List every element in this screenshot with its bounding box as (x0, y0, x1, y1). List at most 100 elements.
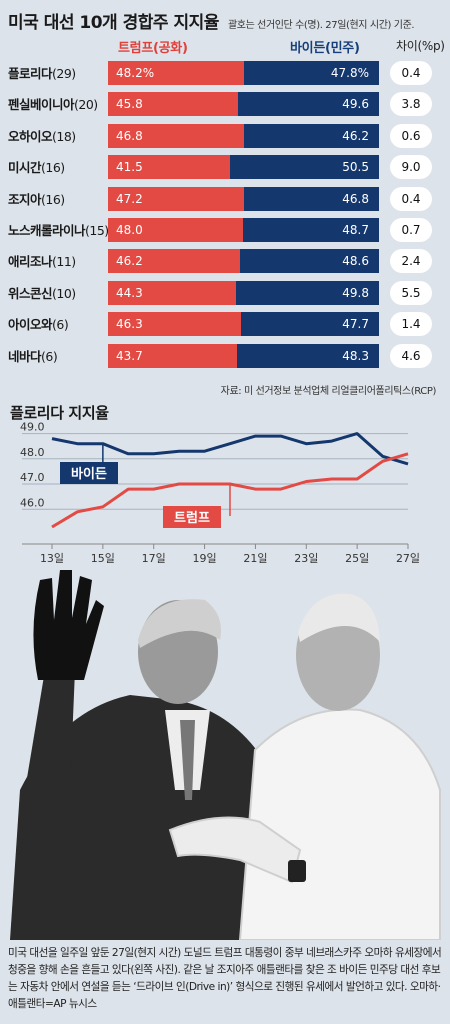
trump-value: 46.2 (116, 254, 143, 269)
electoral-votes: (18) (52, 128, 76, 144)
biden-value: 49.8 (342, 285, 369, 300)
biden-figure (168, 593, 441, 940)
x-tick-label: 25일 (345, 551, 369, 565)
trump-hair (138, 599, 221, 648)
electoral-votes: (15) (85, 222, 109, 238)
state-row: 오하이오(18) 46.8 46.2 0.6 (0, 121, 450, 152)
x-tick-label: 19일 (193, 551, 217, 565)
support-bar: 46.3 47.7 (108, 312, 379, 337)
trump-glove (33, 570, 104, 680)
y-tick-label: 47.0 (20, 471, 45, 484)
trump-bar (108, 155, 231, 180)
state-name: 애리조나(11) (8, 254, 76, 270)
source-note: 자료: 미 선거정보 분석업체 리얼클리어폴리틱스(RCP) (220, 386, 437, 397)
electoral-votes: (29) (52, 66, 76, 81)
biden-value: 47.7 (342, 317, 369, 332)
support-bar: 44.3 49.8 (108, 280, 379, 305)
trump-value: 48.2% (116, 66, 155, 80)
state-row: 미시간(16) 41.5 50.5 9.0 (0, 152, 450, 183)
difference-badge: 0.7 (390, 217, 432, 242)
electoral-votes: (10) (52, 285, 76, 301)
state-row: 위스콘신(10) 44.3 49.8 5.5 (0, 278, 450, 309)
trump-value: 46.3 (116, 317, 143, 332)
header: 미국 대선 10개 경합주 지지율 괄호는 선거인단 수(명). 27일(현지 … (8, 8, 448, 36)
biden-value: 48.3 (342, 348, 369, 363)
difference-badge: 1.4 (390, 312, 432, 337)
trump-bar (108, 343, 237, 368)
biden-column-header: 바이든(민주) (290, 41, 360, 56)
difference-badge: 4.6 (390, 343, 432, 368)
trump-value: 44.3 (116, 285, 143, 300)
trump-raised-arm (25, 670, 75, 790)
support-bar: 43.7 48.3 (108, 343, 379, 368)
biden-value: 48.6 (342, 254, 369, 269)
florida-line-chart: 49.0 48.0 47.0 46.0 13일 15일 17일 19일 21일 23일 25일 27일… (20, 421, 420, 565)
trump-bar (108, 92, 239, 117)
state-row: 조지아(16) 47.2 46.8 0.4 (0, 184, 450, 215)
biden-value: 50.5 (342, 160, 369, 175)
support-bar: 48.0 48.7 (108, 217, 379, 242)
difference-badge: 2.4 (390, 249, 432, 274)
x-tick-label: 17일 (142, 551, 166, 565)
page-title: 미국 대선 10개 경합주 지지율 (8, 13, 219, 33)
trump-value: 48.0 (116, 222, 143, 237)
state-row: 노스캐롤라이나(15) 48.0 48.7 0.7 (0, 215, 450, 246)
state-row: 펜실베이니아(20) 45.8 49.6 3.8 (0, 89, 450, 120)
trump-value: 43.7 (116, 348, 143, 363)
support-bar: 45.8 49.6 (108, 92, 379, 117)
difference-badge: 5.5 (390, 280, 432, 305)
legend-box (163, 506, 221, 528)
electoral-votes: (6) (52, 317, 69, 333)
state-name: 노스캐롤라이나(15) (8, 222, 109, 238)
candidates-photo (10, 570, 441, 940)
header-note: 괄호는 선거인단 수(명). 27일(현지 시간) 기준. (227, 20, 415, 31)
series-line (51, 432, 409, 466)
electoral-votes: (16) (41, 191, 65, 207)
biden-value: 47.8% (330, 66, 369, 80)
y-tick-label: 46.0 (20, 496, 45, 509)
electoral-votes: (20) (74, 97, 98, 113)
support-bar: 41.5 50.5 (108, 155, 379, 180)
legend-label: 트럼프 (174, 511, 210, 526)
difference-badge: 0.4 (390, 61, 432, 85)
trump-bar (108, 217, 243, 242)
x-tick-label: 13일 (40, 551, 64, 565)
state-row: 플로리다(29) 48.2% 47.8% 0.4 (0, 58, 450, 89)
biden-shirt (238, 708, 441, 940)
column-headers: 트럼프(공화) 바이든(민주) 차이(%p) (0, 37, 450, 57)
x-tick-label: 27일 (396, 551, 420, 565)
state-name: 플로리다(29) (8, 66, 76, 81)
x-tick-label: 21일 (243, 551, 267, 565)
trump-value: 41.5 (116, 160, 143, 175)
state-row: 애리조나(11) 46.2 48.6 2.4 (0, 246, 450, 277)
trump-suit (10, 695, 295, 940)
state-row: 네바다(6) 43.7 48.3 4.6 (0, 341, 450, 372)
electoral-votes: (16) (41, 160, 65, 176)
series-line (51, 452, 409, 529)
difference-column-header: 차이(%p) (396, 39, 445, 53)
support-bar: 46.8 46.2 (108, 123, 379, 148)
state-name: 오하이오(18) (8, 128, 76, 144)
trump-value: 47.2 (116, 191, 143, 206)
state-row: 아이오와(6) 46.3 47.7 1.4 (0, 309, 450, 340)
trump-bar (108, 123, 245, 148)
support-bar: 47.2 46.8 (108, 186, 379, 211)
trump-bar (108, 61, 245, 85)
legend-box (60, 462, 118, 484)
state-name: 미시간(16) (8, 160, 65, 176)
trump-bar (108, 312, 242, 337)
trump-figure (10, 570, 295, 940)
y-tick-label: 48.0 (20, 446, 45, 459)
biden-value: 48.7 (342, 222, 369, 237)
state-name: 펜실베이니아(20) (8, 97, 98, 113)
trump-column-header: 트럼프(공화) (118, 41, 188, 56)
biden-arm (168, 816, 302, 884)
biden-value: 49.6 (342, 97, 369, 112)
state-name: 조지아(16) (8, 191, 65, 207)
biden-value: 46.2 (342, 128, 369, 143)
difference-badge: 3.8 (390, 92, 432, 117)
swing-state-table: 플로리다(29) 48.2% 47.8% 0.4 펜실베이니아(20) 45.8 4… (0, 58, 450, 372)
x-tick-label: 15일 (91, 551, 115, 565)
difference-badge: 9.0 (390, 155, 432, 180)
support-bar: 48.2% 47.8% (108, 61, 379, 85)
